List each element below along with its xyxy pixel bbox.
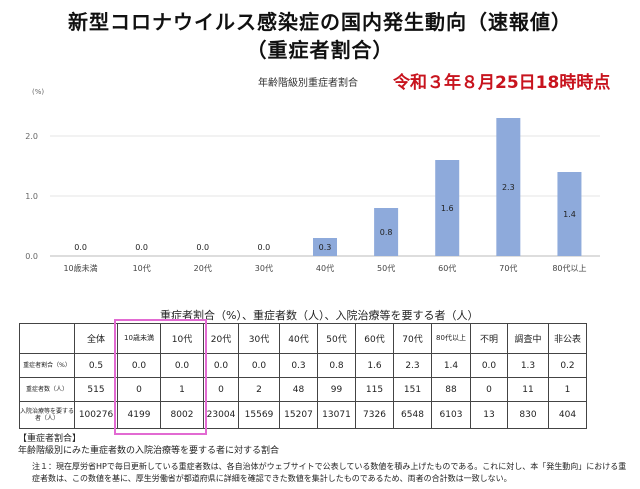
x-tick-label: 40代: [316, 263, 334, 273]
table-row: 重症者割合（%） 0.5 0.0 0.0 0.0 0.0 0.3 0.8 1.6 2.3 1.4 0.…: [19, 353, 587, 378]
table-cell: 11: [507, 377, 549, 402]
report-date: 令和３年８月25日18時時点: [393, 73, 611, 93]
bar: [557, 172, 582, 256]
table-cell: 23004: [203, 401, 239, 429]
table-header-cell: 30代: [238, 323, 280, 354]
data-label: 0.0: [74, 243, 87, 252]
table-header-cell: 40代: [279, 323, 318, 354]
table-header-cell: 全体: [74, 323, 118, 354]
x-tick-label: 10代: [133, 263, 151, 273]
data-label: 0.8: [380, 228, 393, 237]
y-tick-label: 2.0: [25, 132, 38, 141]
table-cell: 515: [74, 377, 118, 402]
data-label: 0.3: [319, 243, 332, 252]
x-tick-label: 20代: [194, 263, 212, 273]
note-heading: 【重症者割合】: [18, 434, 82, 444]
table-cell: 1.6: [355, 353, 394, 378]
table-cell: 115: [355, 377, 394, 402]
table-cell: 1.4: [431, 353, 471, 378]
row-label: 入院治療等を要する者（人）: [19, 401, 75, 429]
table-cell: 13: [470, 401, 508, 429]
y-tick-label: 1.0: [25, 192, 38, 201]
table-header-cell: 60代: [355, 323, 394, 354]
page-title: 新型コロナウイルス感染症の国内発生動向（速報値）: [68, 10, 572, 34]
table-row: 重症者数（人） 515 0 1 0 2 48 99 115 151 88 0 11 1: [19, 377, 587, 402]
row-label: 重症者割合（%）: [19, 353, 75, 378]
footnote: 注１：現在厚労省HPで毎日更新している重症者数は、各自治体がウェブサイトで公表し…: [32, 462, 627, 483]
table-header-cell: 不明: [470, 323, 508, 354]
chart-subtitle: 年齢階級別重症者割合: [258, 78, 358, 89]
y-axis-unit: (%): [32, 88, 44, 96]
table-cell: 0: [470, 377, 508, 402]
table-cell: 0: [203, 377, 239, 402]
table-cell: 6548: [393, 401, 432, 429]
table-cell: 0.0: [470, 353, 508, 378]
table-header-cell: 50代: [317, 323, 356, 354]
table-row: 入院治療等を要する者（人） 100276 4199 8002 23004 15569 152…: [19, 401, 587, 429]
row-label: 重症者数（人）: [19, 377, 75, 402]
data-label: 1.4: [563, 210, 576, 219]
table-header-cell: 10歳未満: [117, 323, 161, 354]
y-tick-label: 0.0: [25, 252, 38, 261]
data-label: 0.0: [196, 243, 209, 252]
table-cell: 0.8: [317, 353, 356, 378]
table-cell: 13071: [317, 401, 356, 429]
table-header-cell: 70代: [393, 323, 432, 354]
table-cell: 100276: [74, 401, 118, 429]
table-cell: 4199: [117, 401, 161, 429]
bar: [496, 118, 521, 256]
data-label: 0.0: [135, 243, 148, 252]
table-title: 重症者割合（%）、重症者数（人）、入院治療等を要する者（人）: [160, 309, 479, 322]
data-label: 1.6: [441, 204, 454, 213]
table-header-cell: 調査中: [507, 323, 549, 354]
table-cell: 48: [279, 377, 318, 402]
table-cell: 15569: [238, 401, 280, 429]
x-tick-label: 10歳未満: [63, 263, 97, 273]
bar: [313, 238, 337, 256]
table-cell: 1: [548, 377, 587, 402]
x-tick-label: 60代: [438, 263, 456, 273]
x-tick-label: 30代: [255, 263, 273, 273]
table-cell: 15207: [279, 401, 318, 429]
table-cell: 1.3: [507, 353, 549, 378]
data-label: 2.3: [502, 183, 515, 192]
table-cell: 0.3: [279, 353, 318, 378]
note-body: 年齢階級別にみた重症者数の入院治療等を要する者に対する割合: [18, 446, 280, 456]
table-cell: 8002: [160, 401, 204, 429]
table-header-cell: 80代以上: [431, 323, 471, 354]
table-cell: 88: [431, 377, 471, 402]
table-header-row: 全体 10歳未満 10代 20代 30代 40代 50代 60代 70代 80代以上 不明 調査中 非公…: [19, 323, 587, 354]
bar: [435, 160, 460, 256]
bar: [374, 208, 399, 256]
table-cell: 6103: [431, 401, 471, 429]
table-cell: 1: [160, 377, 204, 402]
table-cell: 2.3: [393, 353, 432, 378]
x-tick-label: 70代: [499, 263, 517, 273]
table-cell: 151: [393, 377, 432, 402]
data-label: 0.0: [258, 243, 271, 252]
table-cell: 99: [317, 377, 356, 402]
table-header-cell: 20代: [203, 323, 239, 354]
table-cell: 0.0: [238, 353, 280, 378]
table-cell: 2: [238, 377, 280, 402]
table-cell: 404: [548, 401, 587, 429]
table-cell: 0.0: [203, 353, 239, 378]
x-tick-label: 50代: [377, 263, 395, 273]
data-table: 全体 10歳未満 10代 20代 30代 40代 50代 60代 70代 80代以上 不明 調査中 非公…: [19, 323, 587, 429]
table-cell: 0.5: [74, 353, 118, 378]
table-cell: 7326: [355, 401, 394, 429]
table-cell: 830: [507, 401, 549, 429]
bar-chart: (%) 0.0 1.0 2.0 0.0 10歳未満 0.0 10代 0.0 20代 0.0 30代 0.…: [25, 88, 600, 273]
table-cell: 0.2: [548, 353, 587, 378]
table-header-cell: 10代: [160, 323, 204, 354]
highlight-box: [114, 319, 207, 435]
table-header-cell: 非公表: [548, 323, 587, 354]
page-subtitle: （重症者割合）: [246, 38, 394, 62]
x-tick-label: 80代以上: [552, 263, 586, 273]
